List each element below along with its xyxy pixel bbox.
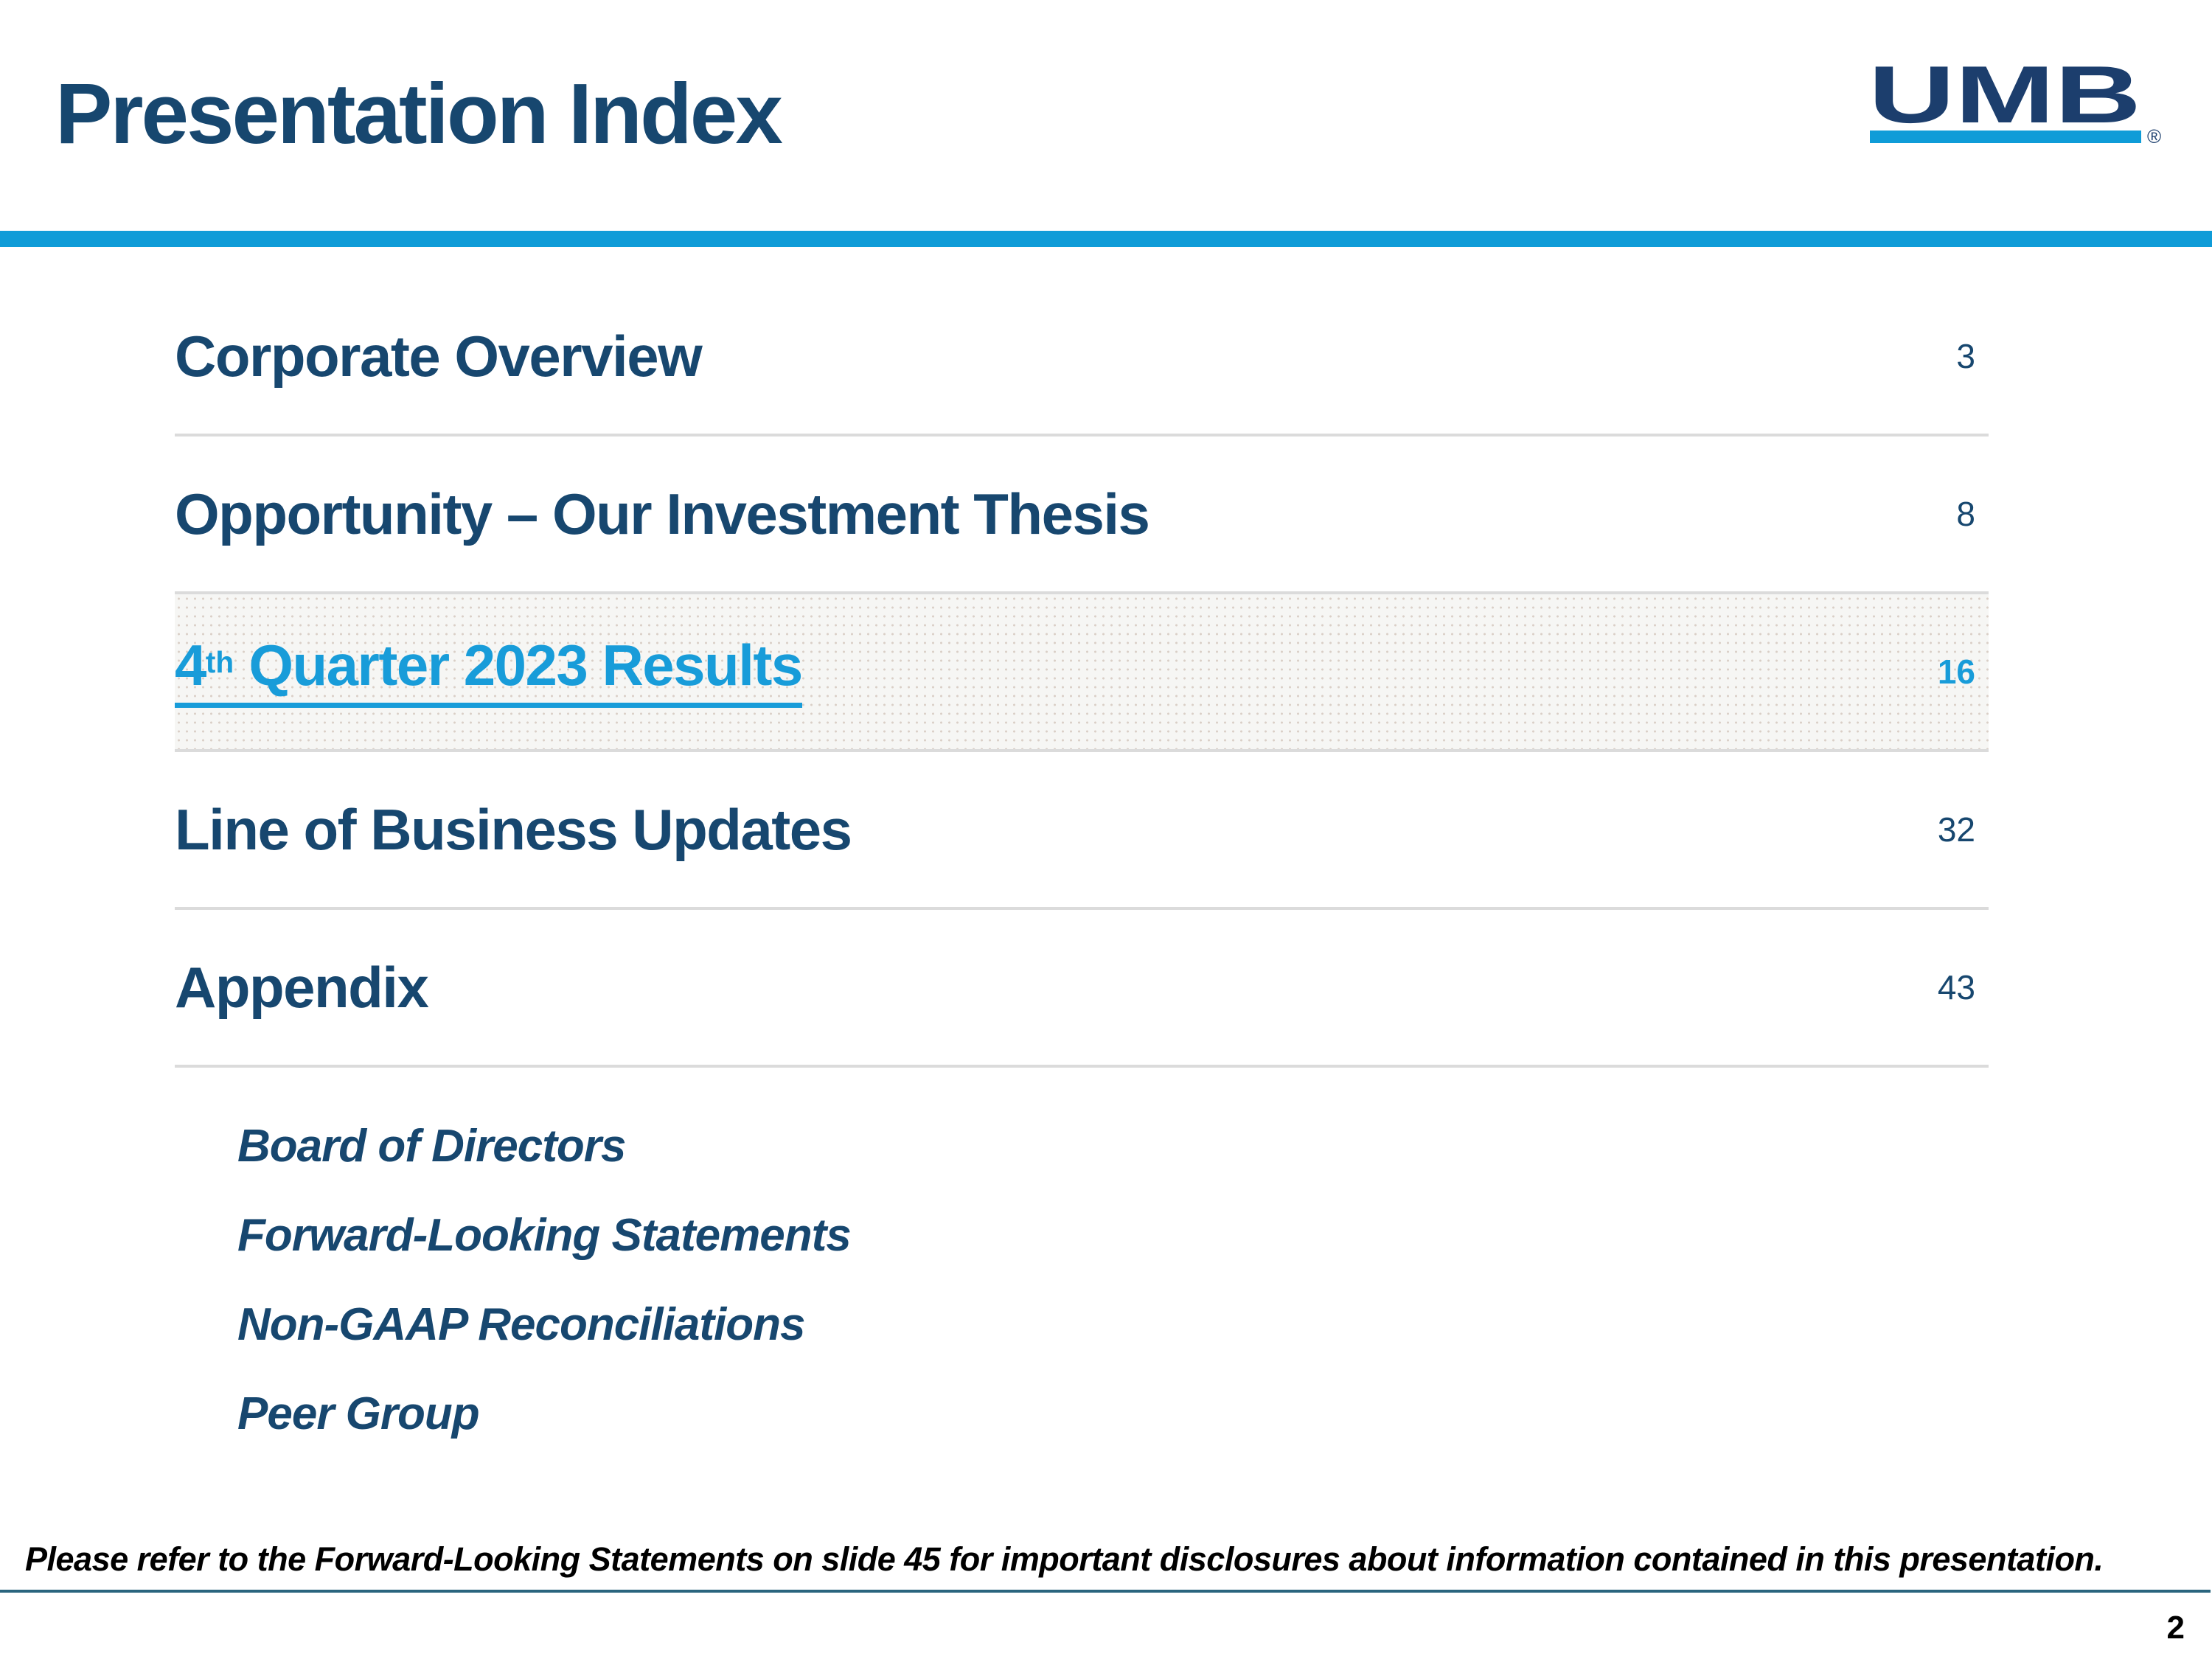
appendix-sub-item: Non-GAAP Reconciliations: [237, 1299, 805, 1350]
title-accent-bar: [0, 231, 2212, 247]
footer-rule: [0, 1590, 2211, 1593]
umb-logo: UMB ®: [1868, 58, 2161, 146]
toc-row: Opportunity – Our Investment Thesis 8: [175, 437, 1989, 594]
toc-page-number: 8: [1956, 495, 1975, 533]
toc-page-number: 3: [1956, 337, 1975, 375]
toc-row: 4th Quarter 2023 Results 16: [175, 594, 1989, 752]
umb-logo-text: UMB: [1868, 58, 2141, 140]
toc-page-number: 16: [1937, 653, 1975, 691]
toc-row: Line of Business Updates 32: [175, 752, 1989, 910]
toc-page-number: 32: [1937, 810, 1975, 849]
toc-page-number: 43: [1937, 968, 1975, 1006]
footnote-text: Please refer to the Forward-Looking Stat…: [25, 1540, 2104, 1578]
toc-item-label: Opportunity – Our Investment Thesis: [175, 481, 1150, 546]
toc-item-label: Corporate Overview: [175, 324, 703, 389]
toc-item-label: Line of Business Updates: [175, 797, 852, 862]
registered-trademark-symbol: ®: [2147, 125, 2161, 146]
umb-logo-underline-bar: [1870, 131, 2141, 143]
toc-item-label: Appendix: [175, 955, 429, 1020]
toc-list: Corporate Overview 3 Opportunity – Our Inv…: [175, 279, 1989, 1068]
appendix-sub-item: Forward-Looking Statements: [237, 1210, 852, 1261]
appendix-subitems: Board of Directors Forward-Looking Statem…: [237, 1121, 852, 1481]
slide-page-number: 2: [2166, 1610, 2185, 1646]
toc-row: Corporate Overview 3: [175, 279, 1989, 437]
toc-row: Appendix 43: [175, 910, 1989, 1068]
page-title: Presentation Index: [55, 66, 783, 161]
toc-link-current-section[interactable]: 4th Quarter 2023 Results: [175, 636, 803, 708]
appendix-sub-item: Board of Directors: [237, 1121, 626, 1172]
appendix-sub-item: Peer Group: [237, 1388, 480, 1439]
